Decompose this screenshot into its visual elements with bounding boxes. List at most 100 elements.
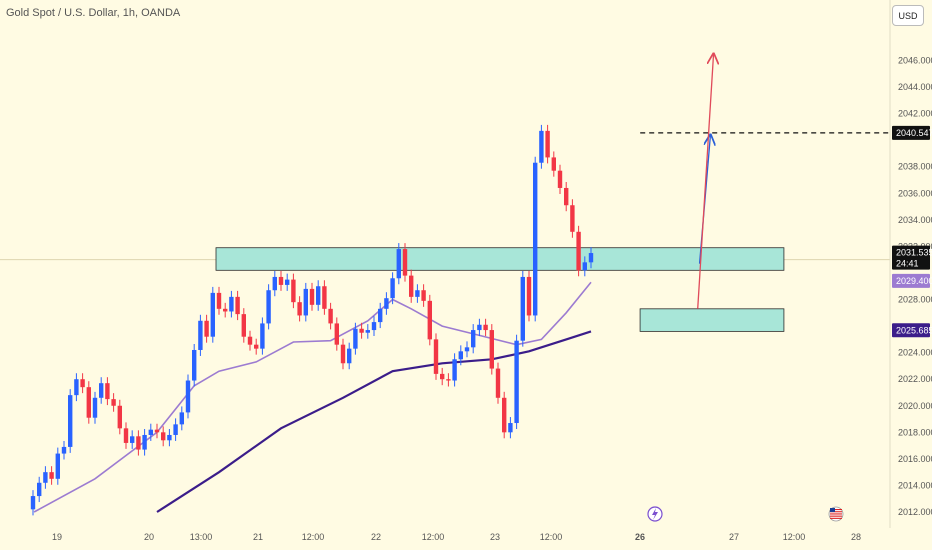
- candle-body: [260, 323, 265, 349]
- candle-body: [458, 351, 463, 360]
- candle-body: [316, 286, 321, 305]
- candle: [545, 124, 550, 164]
- candle: [588, 247, 594, 269]
- candle-body: [266, 290, 271, 324]
- candle-body: [588, 253, 594, 263]
- candle-body: [433, 339, 439, 374]
- candle-body: [247, 336, 253, 345]
- price-tick-label: 2034.000: [898, 215, 932, 225]
- candle: [390, 272, 395, 305]
- candle: [105, 377, 110, 406]
- candle: [539, 124, 544, 169]
- candle: [409, 269, 414, 303]
- time-axis: 19 20 13:00 21 12:00 22 12:00 23 12:00 26 27 12:00 2…: [52, 532, 861, 542]
- price-tick-label: 2018.000: [898, 427, 932, 437]
- candle-body: [384, 298, 389, 309]
- candle-body: [471, 330, 476, 348]
- event-icons: [647, 506, 844, 522]
- candle-body: [111, 399, 116, 406]
- candle-body: [43, 472, 48, 483]
- candle-body: [582, 262, 587, 271]
- ma-slow-price-tag-text: 2025.685: [896, 325, 932, 335]
- ma-fast-price-tag: 2029.400: [892, 273, 932, 288]
- candle-body: [514, 340, 519, 424]
- candle-body: [402, 249, 408, 276]
- candle: [303, 282, 308, 322]
- candle: [495, 362, 501, 404]
- candle-body: [464, 347, 470, 352]
- candle-body: [173, 424, 178, 435]
- candles: [30, 124, 594, 516]
- candle: [533, 156, 538, 322]
- ma-slow-line: [156, 330, 592, 513]
- us-flag-canton: [830, 508, 835, 512]
- last-price-tag-text: 24:41: [896, 259, 919, 269]
- candle: [458, 345, 463, 366]
- candle: [117, 399, 122, 435]
- candle-body: [557, 170, 563, 188]
- candle-body: [477, 324, 482, 331]
- candle: [61, 440, 67, 460]
- price-tick-label: 2014.000: [898, 480, 932, 490]
- candle-body: [378, 308, 383, 323]
- candle: [526, 270, 532, 322]
- candle-body: [489, 330, 494, 369]
- ma-slow-price-tag: 2025.685: [892, 323, 932, 338]
- candle-body: [61, 446, 67, 454]
- time-tick-label: 23: [490, 532, 500, 542]
- us-flag-stripe: [830, 511, 842, 513]
- candle-body: [254, 344, 259, 349]
- candle-body: [309, 288, 315, 305]
- candle: [92, 391, 98, 424]
- zones: [215, 247, 785, 332]
- candle-body: [167, 434, 172, 441]
- candle-body: [37, 482, 42, 497]
- candle-body: [427, 300, 432, 340]
- candle: [502, 391, 507, 439]
- candle: [297, 296, 302, 322]
- time-tick-label: 26: [635, 532, 645, 542]
- candle-body: [92, 397, 98, 418]
- candle: [154, 423, 160, 439]
- candle: [260, 317, 265, 355]
- candle-body: [303, 288, 308, 316]
- candle: [384, 292, 389, 315]
- target-price-tag-text: 2040.547: [896, 128, 932, 138]
- candle: [55, 447, 60, 485]
- candle: [272, 270, 277, 297]
- candle-body: [198, 320, 203, 350]
- candle-body: [495, 368, 501, 398]
- time-tick-label: 22: [371, 532, 381, 542]
- price-tick-label: 2016.000: [898, 454, 932, 464]
- currency-button[interactable]: USD: [892, 5, 924, 26]
- candle: [291, 273, 296, 309]
- candle: [148, 423, 153, 441]
- candle: [241, 308, 246, 343]
- candle-body: [123, 428, 129, 443]
- candle: [198, 314, 203, 356]
- candle: [415, 284, 420, 303]
- moving-averages: [33, 281, 592, 513]
- candle: [340, 338, 346, 370]
- price-tick-label: 2042.000: [898, 109, 932, 119]
- candle: [427, 294, 432, 346]
- candle: [247, 330, 253, 351]
- candle: [365, 324, 370, 339]
- candle-body: [347, 348, 352, 364]
- candle-body: [551, 157, 556, 171]
- candle-body: [421, 290, 426, 301]
- candle: [489, 324, 494, 375]
- candle-body: [502, 397, 507, 433]
- candle-body: [340, 344, 346, 364]
- candle-body: [359, 328, 364, 333]
- candle: [123, 422, 129, 449]
- candle-body: [539, 130, 544, 163]
- time-tick-label: 20: [144, 532, 154, 542]
- candle-body: [86, 387, 91, 418]
- price-tick-label: 2024.000: [898, 348, 932, 358]
- candle: [229, 290, 234, 318]
- candle: [309, 282, 315, 311]
- candle: [254, 338, 259, 355]
- candle: [278, 270, 284, 291]
